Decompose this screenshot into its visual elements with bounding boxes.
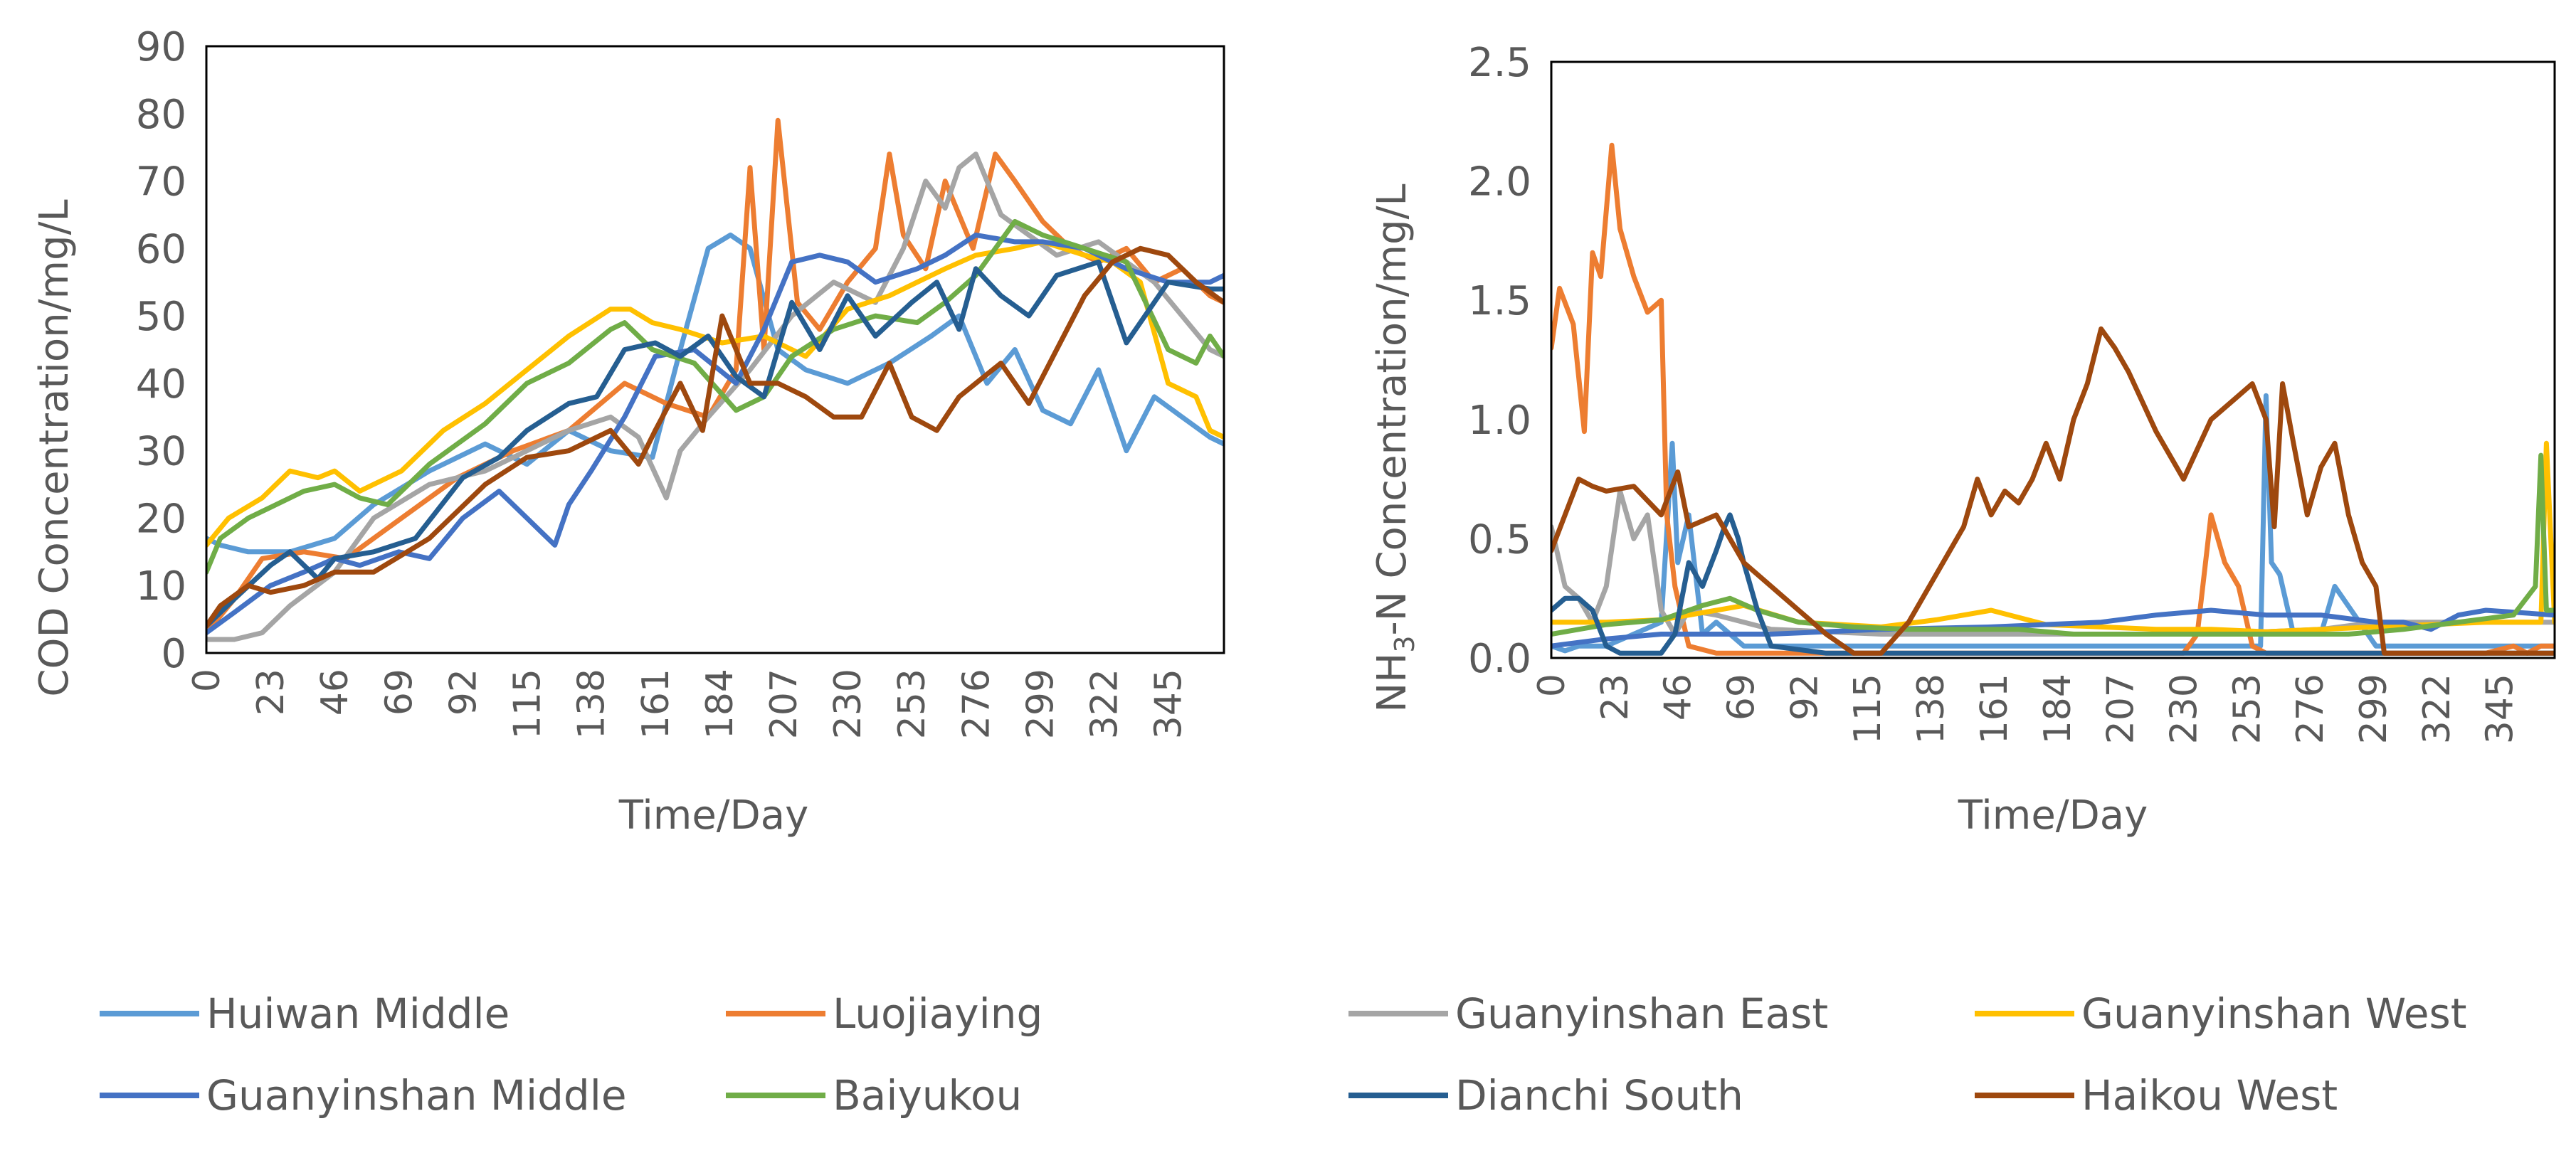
legend-item-guanyinshan-west: Guanyinshan West (1975, 989, 2467, 1038)
nh3-x-tick-label: 0 (1531, 674, 1573, 697)
cod-x-tick-label: 0 (186, 669, 228, 692)
nh3-x-tick-label: 138 (1910, 674, 1953, 744)
nh3-x-tick-label: 253 (2226, 674, 2269, 744)
legend-label: Huiwan Middle (206, 989, 510, 1038)
nh3-series-group (1551, 142, 2555, 656)
cod-y-tick-label: 30 (136, 429, 186, 475)
nh3-series-luojiaying (1551, 142, 2555, 656)
cod-series-group (206, 117, 1224, 642)
cod-x-tick-label: 253 (891, 669, 934, 739)
nh3-x-tick-label: 69 (1721, 674, 1763, 721)
cod-x-tick-label: 46 (314, 669, 357, 716)
nh3-series-baiyukou (1551, 452, 2555, 637)
nh3-y-axis-title: NH3-N Concentration/mg/L (1369, 184, 1420, 712)
cod-series-baiyukou (206, 218, 1224, 575)
cod-x-tick-label: 322 (1084, 669, 1126, 739)
legend-item-luojiaying: Luojiaying (726, 989, 1043, 1038)
nh3-plot-frame (1550, 60, 2556, 659)
nh3-x-tick-label: 46 (1657, 674, 1700, 721)
cod-y-tick-label: 80 (136, 92, 186, 138)
legend-item-guanyinshan-east: Guanyinshan East (1348, 989, 1829, 1038)
legend-swatch (1975, 1011, 2074, 1016)
legend-swatch (726, 1011, 825, 1016)
legend-item-dianchi-south: Dianchi South (1348, 1071, 1743, 1120)
cod-x-tick-label: 115 (507, 669, 549, 739)
cod-x-tick-label: 276 (955, 669, 998, 739)
nh3-x-tick-label: 230 (2163, 674, 2205, 744)
nh3-x-tick-label: 276 (2289, 674, 2332, 744)
cod-x-tick-label: 23 (250, 669, 292, 716)
cod-x-tick-label: 345 (1148, 669, 1191, 739)
legend-label: Luojiaying (833, 989, 1043, 1038)
legend-label: Guanyinshan East (1455, 989, 1829, 1038)
legend-label: Baiyukou (833, 1071, 1023, 1120)
cod-series-huiwan-middle (206, 232, 1224, 555)
legend-swatch (1348, 1011, 1448, 1016)
nh3-y-axis-title-subscript: 3 (1389, 635, 1420, 652)
nh3-x-axis-title: Time/Day (1958, 792, 2148, 839)
nh3-x-tick-label: 161 (1973, 674, 2016, 744)
legend-swatch (1975, 1093, 2074, 1098)
cod-y-tick-label: 50 (136, 294, 186, 340)
legend-item-haikou-west: Haikou West (1975, 1071, 2338, 1120)
nh3-y-tick-label: 2.5 (1468, 40, 1531, 86)
legend-swatch (1348, 1093, 1448, 1098)
legend-label: Guanyinshan Middle (206, 1071, 627, 1120)
nh3-y-tick-label: 0.0 (1468, 636, 1531, 682)
cod-plot-frame (205, 45, 1225, 654)
nh3-y-tick-label: 2.0 (1468, 159, 1531, 206)
cod-y-tick-label: 40 (136, 361, 186, 408)
legend-item-guanyinshan-middle: Guanyinshan Middle (100, 1071, 627, 1120)
cod-series-haikou-west (206, 245, 1224, 629)
nh3-y-tick-label: 1.5 (1468, 278, 1531, 324)
nh3-series-haikou-west (1551, 326, 2555, 656)
legend-swatch (100, 1011, 199, 1016)
cod-y-tick-label: 10 (136, 563, 186, 610)
nh3-x-tick-label: 184 (2037, 674, 2079, 744)
legend-swatch (726, 1093, 825, 1098)
legend-label: Haikou West (2081, 1071, 2338, 1120)
cod-x-tick-label: 138 (571, 669, 613, 739)
legend-item-huiwan-middle: Huiwan Middle (100, 989, 510, 1038)
nh3-y-tick-label: 0.5 (1468, 516, 1531, 563)
cod-x-tick-label: 92 (442, 669, 485, 716)
nh3-chart: NH3-N Concentration/mg/L Time/Day 0.0 0.5… (1369, 40, 2556, 839)
nh3-y-axis-title-part-1: NH (1369, 653, 1415, 713)
nh3-x-tick-label: 207 (2100, 674, 2143, 744)
cod-y-tick-label: 60 (136, 226, 186, 272)
cod-x-axis-title: Time/Day (618, 792, 809, 839)
nh3-x-tick-label: 92 (1783, 674, 1826, 721)
nh3-x-tick-label: 299 (2353, 674, 2395, 744)
nh3-x-tick-label: 345 (2479, 674, 2522, 744)
nh3-y-tick-label: 1.0 (1468, 398, 1531, 444)
legend-label: Dianchi South (1455, 1071, 1743, 1120)
legend-item-baiyukou: Baiyukou (726, 1071, 1023, 1120)
cod-y-tick-label: 0 (161, 631, 186, 677)
cod-x-tick-label: 207 (763, 669, 806, 739)
nh3-x-tick-label: 23 (1594, 674, 1637, 721)
cod-chart: COD Concentration/mg/L Time/Day 0 10 20 30 4… (31, 24, 1225, 839)
cod-y-axis-title: COD Concentration/mg/L (31, 199, 78, 696)
nh3-series-dianchi-south (1551, 512, 2555, 656)
cod-x-tick-label: 299 (1019, 669, 1062, 739)
cod-y-tick-label: 70 (136, 159, 186, 206)
cod-x-tick-label: 69 (378, 669, 421, 716)
cod-x-tick-label: 230 (827, 669, 870, 739)
cod-y-tick-label: 90 (136, 24, 186, 70)
legend: Huiwan Middle Luojiaying Guanyinshan East G… (0, 982, 2576, 1152)
cod-y-tick-label: 20 (136, 496, 186, 542)
cod-x-tick-label: 184 (699, 669, 741, 739)
nh3-x-tick-label: 115 (1847, 674, 1889, 744)
legend-label: Guanyinshan West (2081, 989, 2467, 1038)
nh3-y-axis-title-part-2: -N Concentration/mg/L (1369, 184, 1415, 635)
nh3-x-tick-label: 322 (2416, 674, 2459, 744)
cod-series-guanyinshan-middle (206, 232, 1224, 636)
cod-series-dianchi-south (206, 259, 1224, 629)
cod-x-tick-label: 161 (635, 669, 677, 739)
legend-swatch (100, 1093, 199, 1098)
